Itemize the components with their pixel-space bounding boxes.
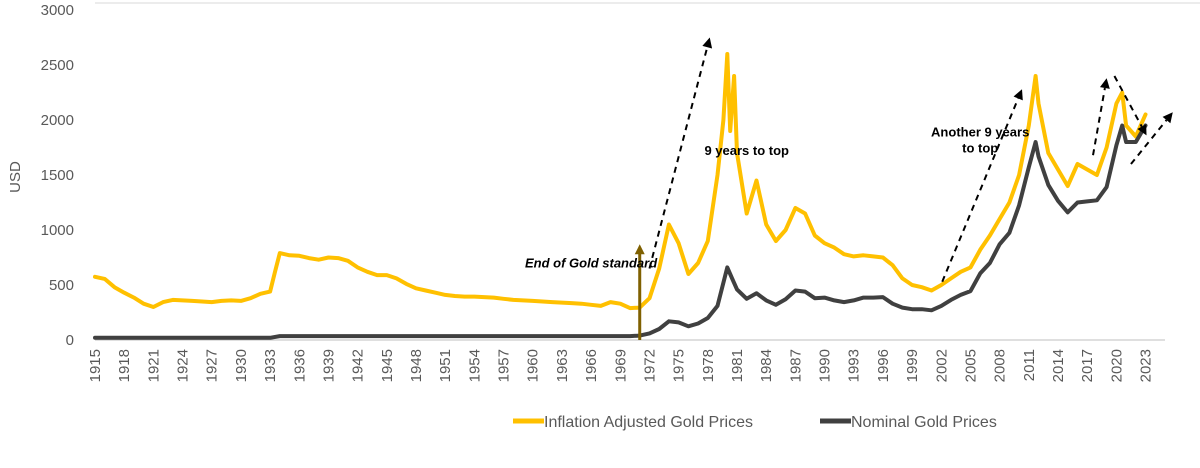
y-tick-label: 2500 [41,57,74,74]
x-tick-label: 1918 [116,349,133,382]
x-tick-label: 1930 [233,349,250,382]
x-tick-label: 1954 [466,349,483,382]
x-tick-label: 1993 [846,349,863,382]
legend-label-inflation-adjusted: Inflation Adjusted Gold Prices [544,414,753,431]
annotations: End of Gold standard 9 years to top Anothe… [525,125,1029,271]
x-tick-label: 1999 [904,349,921,382]
x-tick-label: 1945 [379,349,396,382]
x-tick-label: 1984 [758,349,775,382]
trend-arrow-line [1130,119,1168,165]
x-tick-label: 1990 [817,349,834,382]
x-tick-label: 1942 [350,349,367,382]
y-tick-label: 1000 [41,222,74,239]
trend-arrowhead [1099,78,1110,89]
x-tick-label: 2008 [992,349,1009,382]
x-tick-label: 2011 [1021,349,1038,381]
x-tick-label: 1948 [408,349,425,382]
series-layer [93,52,1148,340]
annotation-line: Another 9 years [931,125,1029,140]
x-tick-label: 1927 [204,349,221,382]
x-tick-label: 2002 [933,349,950,382]
x-tick-label: 1963 [554,349,571,382]
y-axis-title: USD [7,161,24,193]
y-tick-label: 500 [49,277,74,294]
marker-arrowhead [634,244,645,255]
trend-arrowhead [702,37,713,49]
y-tick-label: 1500 [41,167,74,184]
x-tick-label: 2023 [1138,349,1155,382]
y-axis-ticks: 0 500 1000 1500 2000 2500 3000 [41,2,74,349]
series-line-nominal [93,123,1148,340]
x-tick-label: 1924 [175,349,192,382]
x-tick-label: 1981 [729,349,746,382]
x-tick-label: 1978 [700,349,717,382]
x-tick-label: 1969 [612,349,629,382]
x-tick-label: 1933 [262,349,279,382]
x-tick-label: 2005 [962,349,979,382]
trend-arrow-line [1113,75,1143,128]
x-tick-label: 1957 [496,349,513,382]
x-tick-label: 1915 [87,349,104,382]
trend-arrow-line [648,46,709,269]
x-tick-label: 2020 [1108,349,1125,382]
trend-arrows [648,37,1173,283]
x-tick-label: 1960 [525,349,542,382]
x-tick-label: 1987 [787,349,804,382]
x-tick-label: 2014 [1050,349,1067,382]
annotation-line: to top [962,141,998,156]
y-tick-label: 3000 [41,2,74,19]
x-tick-label: 2017 [1079,349,1096,382]
trend-arrowhead [1162,112,1173,124]
annotation-text: End of Gold standard [525,255,658,270]
x-tick-label: 1936 [291,349,308,382]
gold-standard-marker [634,244,645,340]
x-axis-ticks: 1915 1918 1921 1924 1927 1930 1933 1936 1939 1942… [87,349,1155,382]
trend-arrowhead [1137,124,1147,136]
y-tick-label: 0 [66,332,74,349]
x-tick-label: 1921 [145,349,162,382]
x-tick-label: 1951 [437,349,454,382]
annotation-text: 9 years to top [704,143,789,158]
legend-label-nominal: Nominal Gold Prices [851,414,997,431]
trend-arrow-line [1092,87,1106,156]
y-tick-label: 2000 [41,112,74,129]
trend-arrow-line [941,98,1020,283]
x-tick-label: 1975 [671,349,688,382]
x-tick-label: 1966 [583,349,600,382]
trend-arrowhead [1013,89,1023,101]
x-tick-label: 1972 [641,349,658,382]
x-tick-label: 1996 [875,349,892,382]
x-tick-label: 1939 [320,349,337,382]
legend: Inflation Adjusted Gold Prices Nominal G… [513,414,997,431]
